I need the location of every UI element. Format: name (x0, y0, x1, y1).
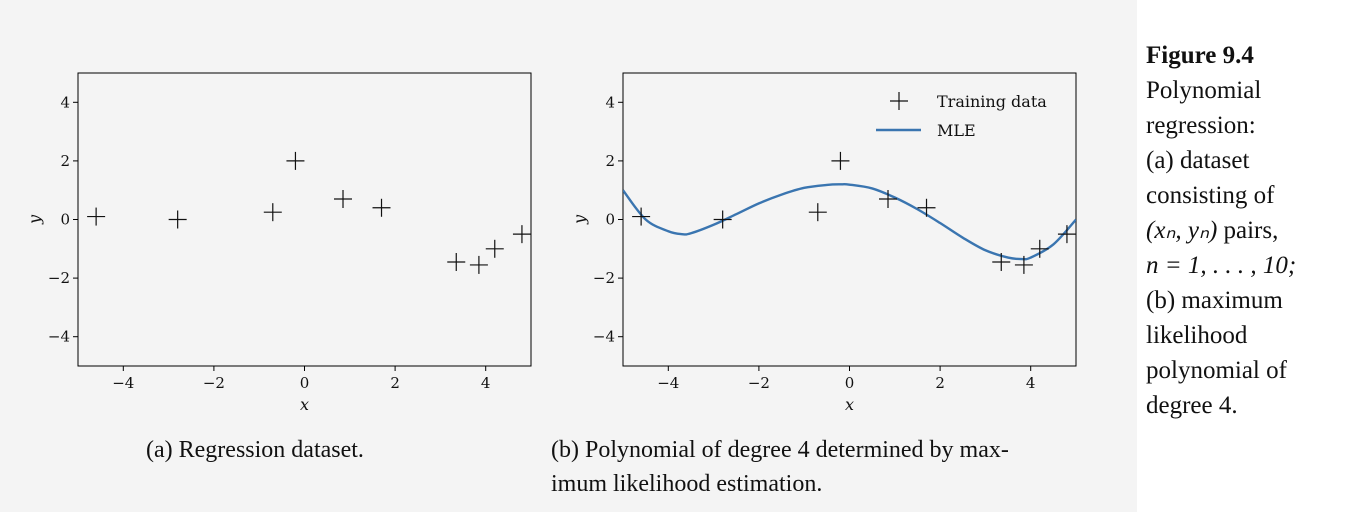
plot-b-x-axis-label: x (845, 395, 854, 414)
data-point (372, 198, 391, 217)
training-data-point (632, 207, 651, 226)
data-point (286, 151, 305, 170)
data-point (263, 203, 282, 222)
plot-b: −4 −2 0 2 4 −4 −2 0 2 4 x y Training data MLE (570, 72, 1077, 414)
caption-range-math: n = 1, . . . , 10; (1146, 252, 1297, 279)
legend-mle-label: MLE (937, 121, 976, 140)
training-data-point (1014, 255, 1033, 274)
caption-line-5: (xₙ, yₙ) pairs, (1146, 213, 1346, 248)
training-data-point (1030, 239, 1049, 258)
plot-a-y-axis-label: y (25, 214, 44, 225)
plot-b-y-tick-label: 2 (605, 152, 615, 170)
caption-line-9: polynomial of (1146, 357, 1287, 384)
figure-number: Figure 9.4 (1146, 42, 1254, 69)
caption-line-2: regression: (1146, 112, 1256, 139)
plot-a-y-tick-label: 4 (60, 93, 70, 111)
training-data-point (808, 203, 827, 222)
caption-pairs-suffix: pairs, (1217, 217, 1279, 244)
training-data-point (831, 151, 850, 170)
caption-line-8: likelihood (1146, 322, 1248, 349)
subcaption-b-line1: (b) Polynomial of degree 4 determined by… (551, 437, 1009, 463)
legend: Training data MLE (876, 92, 1047, 140)
caption-line-1: Polynomial (1146, 77, 1262, 104)
caption-line-7: (b) maximum (1146, 287, 1283, 314)
legend-training-data-marker (890, 92, 908, 110)
plot-b-y-tick-label: −4 (593, 328, 615, 346)
caption-line-3: (a) dataset (1146, 147, 1250, 174)
plot-a-y-tick-label: 2 (60, 152, 70, 170)
plot-b-y-axis-label: y (570, 214, 589, 225)
data-point (168, 210, 187, 229)
figure-caption: Figure 9.4 Polynomial regression: (a) da… (1146, 38, 1346, 423)
mle-curve (623, 183, 1076, 261)
plot-b-x-tick-label: −4 (657, 374, 679, 392)
caption-line-10: degree 4. (1146, 392, 1238, 419)
training-data-point (992, 252, 1011, 271)
data-point (334, 189, 353, 208)
plot-a-y-tick-label: −2 (48, 269, 70, 287)
plot-a-x-tick-label: 4 (481, 374, 491, 392)
data-point (87, 207, 106, 226)
legend-training-data-label: Training data (937, 92, 1047, 111)
caption-line-4: consisting of (1146, 182, 1275, 209)
data-point (485, 239, 504, 258)
plot-a-plot-frame (77, 72, 532, 367)
plot-b-plot-frame (622, 72, 1077, 367)
plot-b-x-tick-label: −2 (748, 374, 770, 392)
data-point (447, 252, 466, 271)
plot-a: −4 −2 0 2 4 −4 −2 0 2 4 x y (25, 72, 532, 414)
caption-pairs-math: (xₙ, yₙ) (1146, 217, 1218, 244)
training-data-point (713, 210, 732, 229)
plot-b-y-tick-label: −2 (593, 269, 615, 287)
training-data-point (1057, 225, 1076, 244)
plot-a-y-tick-label: −4 (48, 328, 70, 346)
plot-a-x-tick-label: 0 (300, 374, 310, 392)
plot-b-y-tick-label: 4 (605, 93, 615, 111)
plot-a-y-tick-label: 0 (60, 211, 70, 229)
plot-b-x-tick-label: 4 (1026, 374, 1036, 392)
subcaption-b: (b) Polynomial of degree 4 determined by… (551, 433, 1111, 501)
plot-a-x-tick-label: 2 (390, 374, 400, 392)
plot-a-x-axis-label: x (300, 395, 309, 414)
training-data-point (879, 189, 898, 208)
plot-b-x-tick-label: 0 (845, 374, 855, 392)
subcaption-b-line2: imum likelihood estimation. (551, 471, 823, 497)
figure-panel: −4 −2 0 2 4 −4 −2 0 2 4 x y −4 −2 0 2 4 −4 −2 0 2 4 x y Trainin… (0, 0, 1137, 512)
training-data-point (917, 198, 936, 217)
data-point (512, 225, 531, 244)
plot-a-x-tick-label: −2 (203, 374, 225, 392)
plot-a-x-tick-label: −4 (112, 374, 134, 392)
plot-b-y-tick-label: 0 (605, 211, 615, 229)
data-point (469, 255, 488, 274)
subcaption-a: (a) Regression dataset. (146, 437, 364, 463)
plot-b-x-tick-label: 2 (935, 374, 945, 392)
